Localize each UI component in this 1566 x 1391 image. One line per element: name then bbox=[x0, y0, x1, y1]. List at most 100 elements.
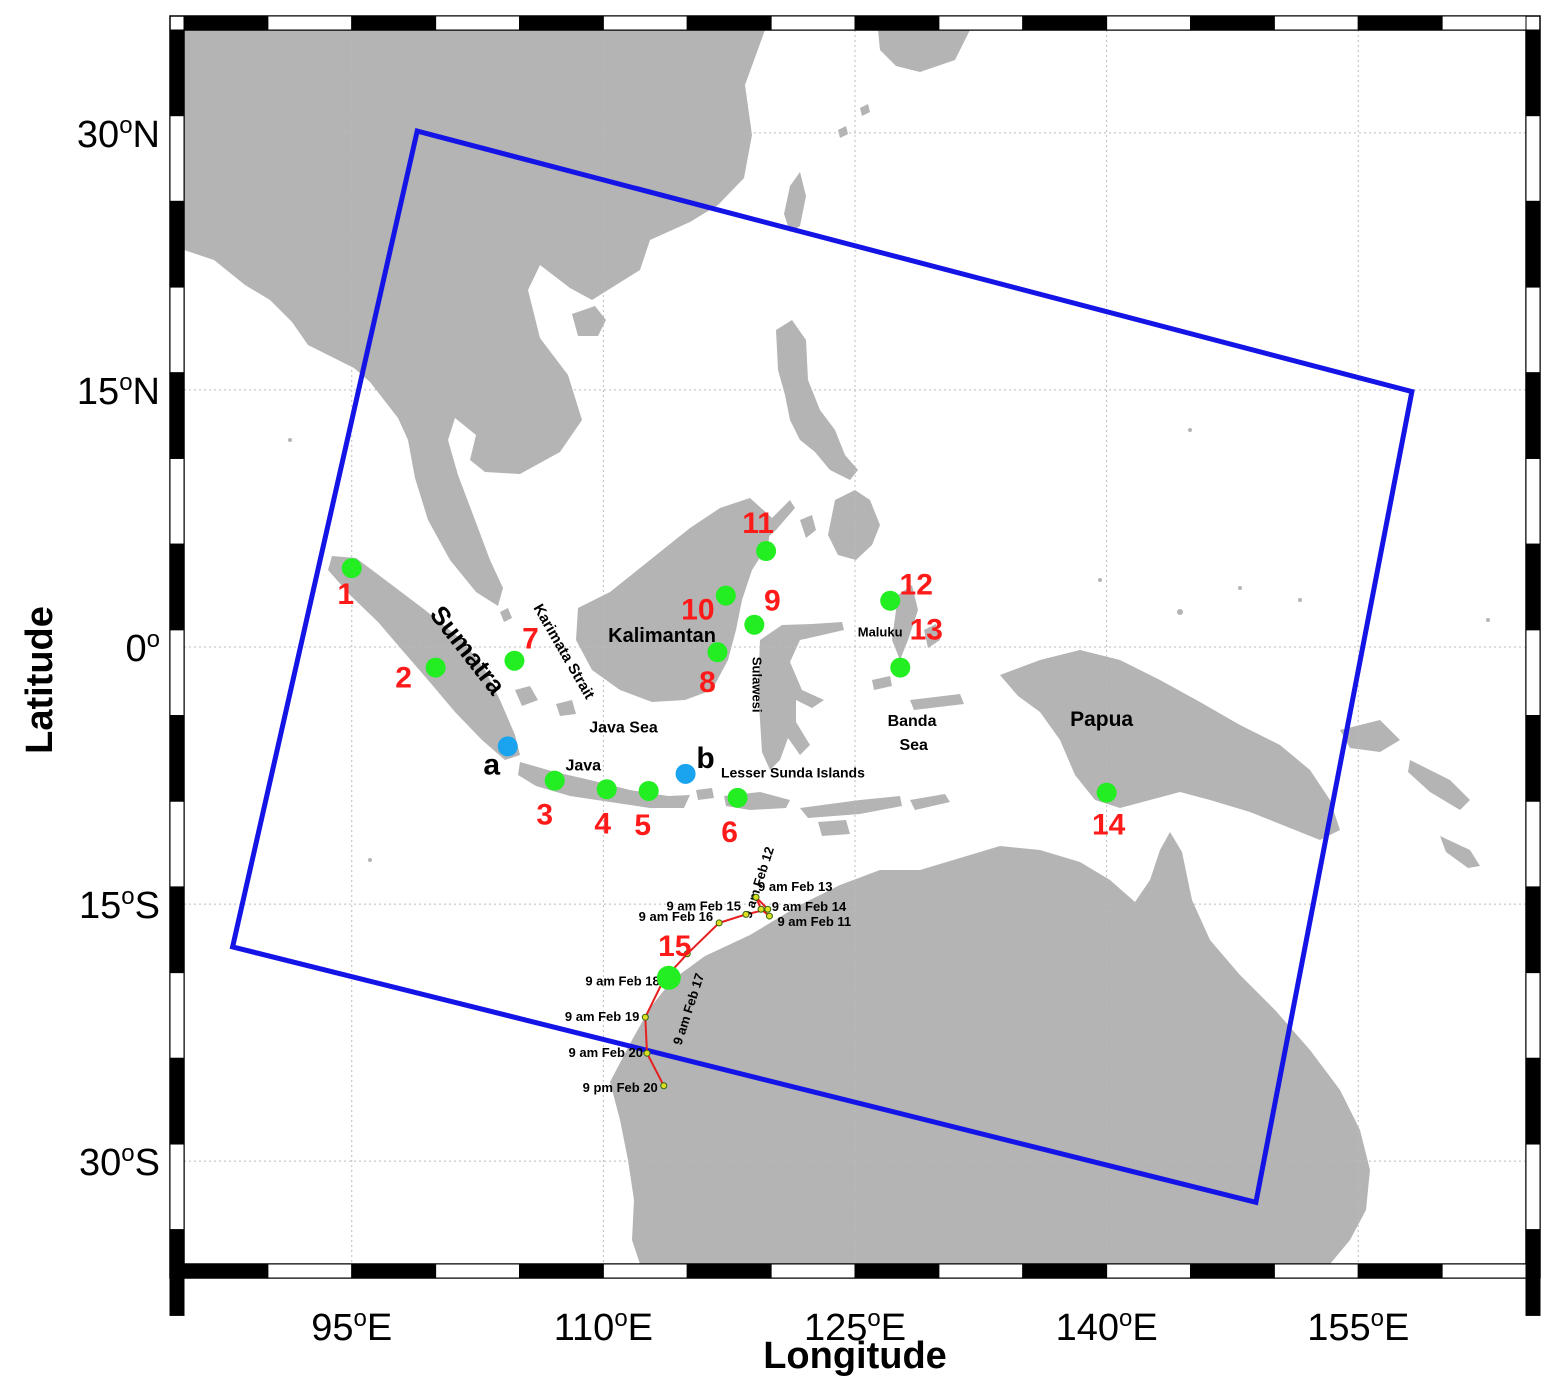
frame-segment-right bbox=[1525, 200, 1541, 288]
frame-segment-top bbox=[854, 15, 940, 31]
frame-segment-top bbox=[602, 15, 688, 31]
station-marker bbox=[890, 657, 911, 678]
x-tick-label: 95oE bbox=[311, 1305, 392, 1349]
land-new-guinea bbox=[1000, 650, 1340, 840]
place-name: Lesser Sunda Islands bbox=[721, 764, 865, 780]
land-maluku bbox=[872, 585, 964, 710]
place-name: Java bbox=[565, 757, 601, 774]
land-islet bbox=[1188, 428, 1192, 432]
track-point bbox=[683, 950, 691, 958]
land-islet bbox=[288, 438, 292, 442]
track-point-label: 9 am Feb 11 bbox=[777, 914, 851, 929]
station-label: 5 bbox=[634, 809, 651, 842]
place-name: Maluku bbox=[858, 625, 903, 640]
station-marker bbox=[638, 780, 659, 801]
frame-segment-right bbox=[1525, 629, 1541, 717]
gridlines bbox=[184, 30, 1526, 1264]
x-tick-label: 140oE bbox=[1056, 1305, 1158, 1349]
y-axis-title: Latitude bbox=[19, 606, 61, 754]
x-axis-title: Longitude bbox=[763, 1335, 947, 1377]
frame-segment-bottom bbox=[351, 1263, 437, 1279]
place-name: Java Sea bbox=[589, 720, 658, 737]
frame-segment-right bbox=[1525, 372, 1541, 459]
land-riau bbox=[500, 608, 512, 622]
frame-segment-bottom bbox=[1357, 1263, 1443, 1279]
frame-segment-right bbox=[1525, 29, 1541, 117]
station-marker bbox=[341, 558, 362, 579]
station-marker bbox=[425, 657, 446, 678]
frame-segment-right bbox=[1525, 972, 1541, 1059]
land-lesser-sunda bbox=[696, 788, 950, 836]
frame-segment-left bbox=[169, 886, 185, 974]
land-islet bbox=[1098, 578, 1102, 582]
track-point bbox=[715, 919, 723, 927]
frame-segment-right bbox=[1525, 1057, 1541, 1145]
station-label: 15 bbox=[658, 930, 691, 963]
land-taiwan bbox=[784, 172, 806, 232]
land-ryukyu bbox=[838, 104, 870, 138]
domain-box-outline bbox=[229, 128, 1415, 1206]
land-sumatra bbox=[328, 556, 520, 760]
land-hainan bbox=[572, 306, 606, 336]
land-islet bbox=[1238, 586, 1242, 590]
place-name: Banda bbox=[888, 713, 937, 730]
frame-segment-top bbox=[267, 15, 353, 31]
frame-segment-right bbox=[1525, 715, 1541, 802]
frame-segment-bottom bbox=[183, 1263, 269, 1279]
y-tick-label: 15oN bbox=[77, 369, 160, 413]
frame-segment-right bbox=[1525, 543, 1541, 631]
x-tick-label: 125oE bbox=[804, 1305, 906, 1349]
station-label: 14 bbox=[1092, 809, 1126, 842]
frame-segment-right bbox=[1525, 1229, 1541, 1316]
station-label: 3 bbox=[536, 799, 553, 832]
frame-segment-left bbox=[169, 543, 185, 631]
frame-segment-top bbox=[1190, 15, 1275, 31]
station-marker bbox=[715, 585, 736, 606]
track-point bbox=[742, 910, 750, 918]
frame-segment-left bbox=[169, 629, 185, 717]
land-bangka bbox=[515, 686, 576, 716]
domain-box bbox=[229, 128, 1415, 1206]
track-point-label: 9 am Feb 13 bbox=[758, 879, 832, 894]
station-marker bbox=[744, 614, 765, 635]
track-point-label: 9 am Feb 20 bbox=[569, 1045, 643, 1060]
station-label: 9 bbox=[764, 585, 781, 618]
land-australia bbox=[610, 832, 1370, 1264]
x-tick-label: 155oE bbox=[1307, 1305, 1409, 1349]
frame-segment-top bbox=[686, 15, 772, 31]
track-point bbox=[764, 905, 772, 913]
station-label: 6 bbox=[721, 816, 738, 849]
frame-segment-top bbox=[435, 15, 520, 31]
land-bismarck bbox=[1340, 720, 1480, 868]
frame-segment-right bbox=[1525, 800, 1541, 888]
track-point bbox=[765, 912, 773, 920]
frame-segment-left bbox=[169, 800, 185, 888]
frame-segment-top bbox=[519, 15, 604, 31]
frame-segment-left bbox=[169, 286, 185, 374]
frame-segment-left bbox=[169, 1143, 185, 1231]
map-frame bbox=[169, 15, 1541, 1316]
station-marker bbox=[504, 650, 525, 671]
track-point bbox=[660, 1082, 668, 1090]
track-point-label: 9 am Feb 19 bbox=[565, 1009, 639, 1024]
frame-segment-left bbox=[169, 1057, 185, 1145]
track-point bbox=[641, 1013, 649, 1021]
frame-segment-right bbox=[1525, 886, 1541, 974]
station-label: 13 bbox=[910, 614, 943, 647]
track-point bbox=[757, 905, 765, 913]
frame-segment-bottom bbox=[1273, 1263, 1359, 1279]
frame-segment-top bbox=[1357, 15, 1443, 31]
frame-segment-right bbox=[1525, 115, 1541, 202]
frame-segment-top bbox=[1022, 15, 1108, 31]
special-point-marker bbox=[497, 736, 518, 757]
frame-segment-bottom bbox=[435, 1263, 520, 1279]
land-islet bbox=[1298, 598, 1302, 602]
y-tick-label: 0o bbox=[126, 626, 161, 670]
frame-segment-bottom bbox=[602, 1263, 688, 1279]
land-asia-mainland bbox=[184, 30, 765, 606]
special-point-label: b bbox=[696, 742, 714, 775]
frame-segment-bottom bbox=[686, 1263, 772, 1279]
station-marker bbox=[544, 770, 565, 791]
frame-segment-bottom bbox=[1106, 1263, 1191, 1279]
